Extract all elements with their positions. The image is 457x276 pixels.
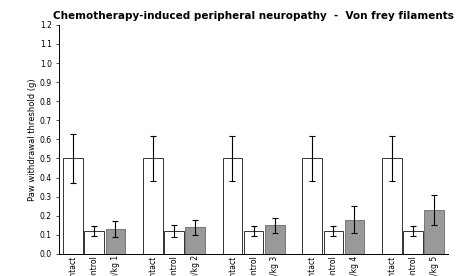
Bar [186, 227, 205, 254]
Y-axis label: Paw withdrawal threshold (g): Paw withdrawal threshold (g) [28, 78, 37, 201]
Bar [403, 231, 423, 254]
Bar [345, 220, 364, 254]
Bar [382, 158, 402, 254]
Bar [425, 210, 444, 254]
Bar [265, 225, 285, 254]
Bar [244, 231, 263, 254]
Bar [106, 229, 125, 254]
Bar [85, 231, 104, 254]
Title: Chemotherapy-induced peripheral neuropathy  -  Von frey filaments: Chemotherapy-induced peripheral neuropat… [53, 11, 454, 21]
Bar [303, 158, 322, 254]
Bar [64, 158, 83, 254]
Bar [223, 158, 242, 254]
Bar [324, 231, 343, 254]
Bar [143, 158, 163, 254]
Bar [164, 231, 184, 254]
